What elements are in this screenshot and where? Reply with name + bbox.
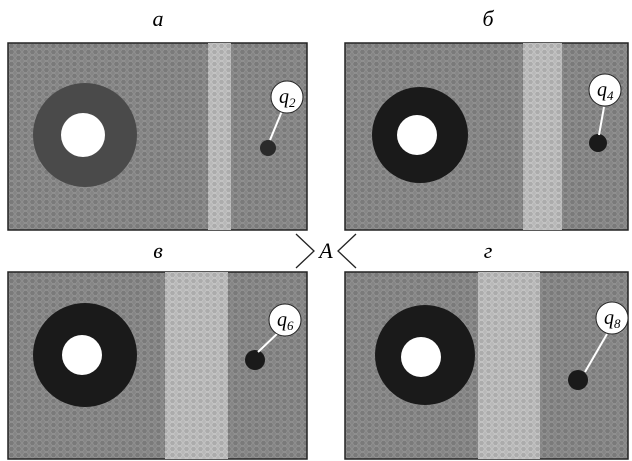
panel: q6 bbox=[8, 272, 307, 459]
center-label: A bbox=[317, 238, 333, 263]
figure: а q2 б q4 в q6 г bbox=[0, 0, 632, 461]
text: q bbox=[604, 307, 614, 329]
text: 4 bbox=[607, 88, 614, 103]
text: 2 bbox=[289, 95, 296, 110]
text: q bbox=[279, 86, 289, 108]
pointer bbox=[296, 234, 314, 268]
panel-label: г bbox=[484, 238, 493, 263]
panel: q2 bbox=[8, 43, 307, 230]
panel: q8 bbox=[345, 272, 628, 459]
panel-label: а bbox=[153, 6, 164, 31]
panel-label: б bbox=[482, 6, 494, 31]
panel: q4 bbox=[345, 43, 628, 230]
text: 6 bbox=[287, 318, 294, 333]
page: {"panels": [ {"label": "а", "callout": {… bbox=[0, 0, 632, 461]
text: q bbox=[597, 79, 607, 101]
text: 8 bbox=[614, 316, 621, 331]
pointer bbox=[338, 234, 356, 268]
text: q bbox=[277, 309, 287, 331]
panel-label: в bbox=[153, 238, 163, 263]
